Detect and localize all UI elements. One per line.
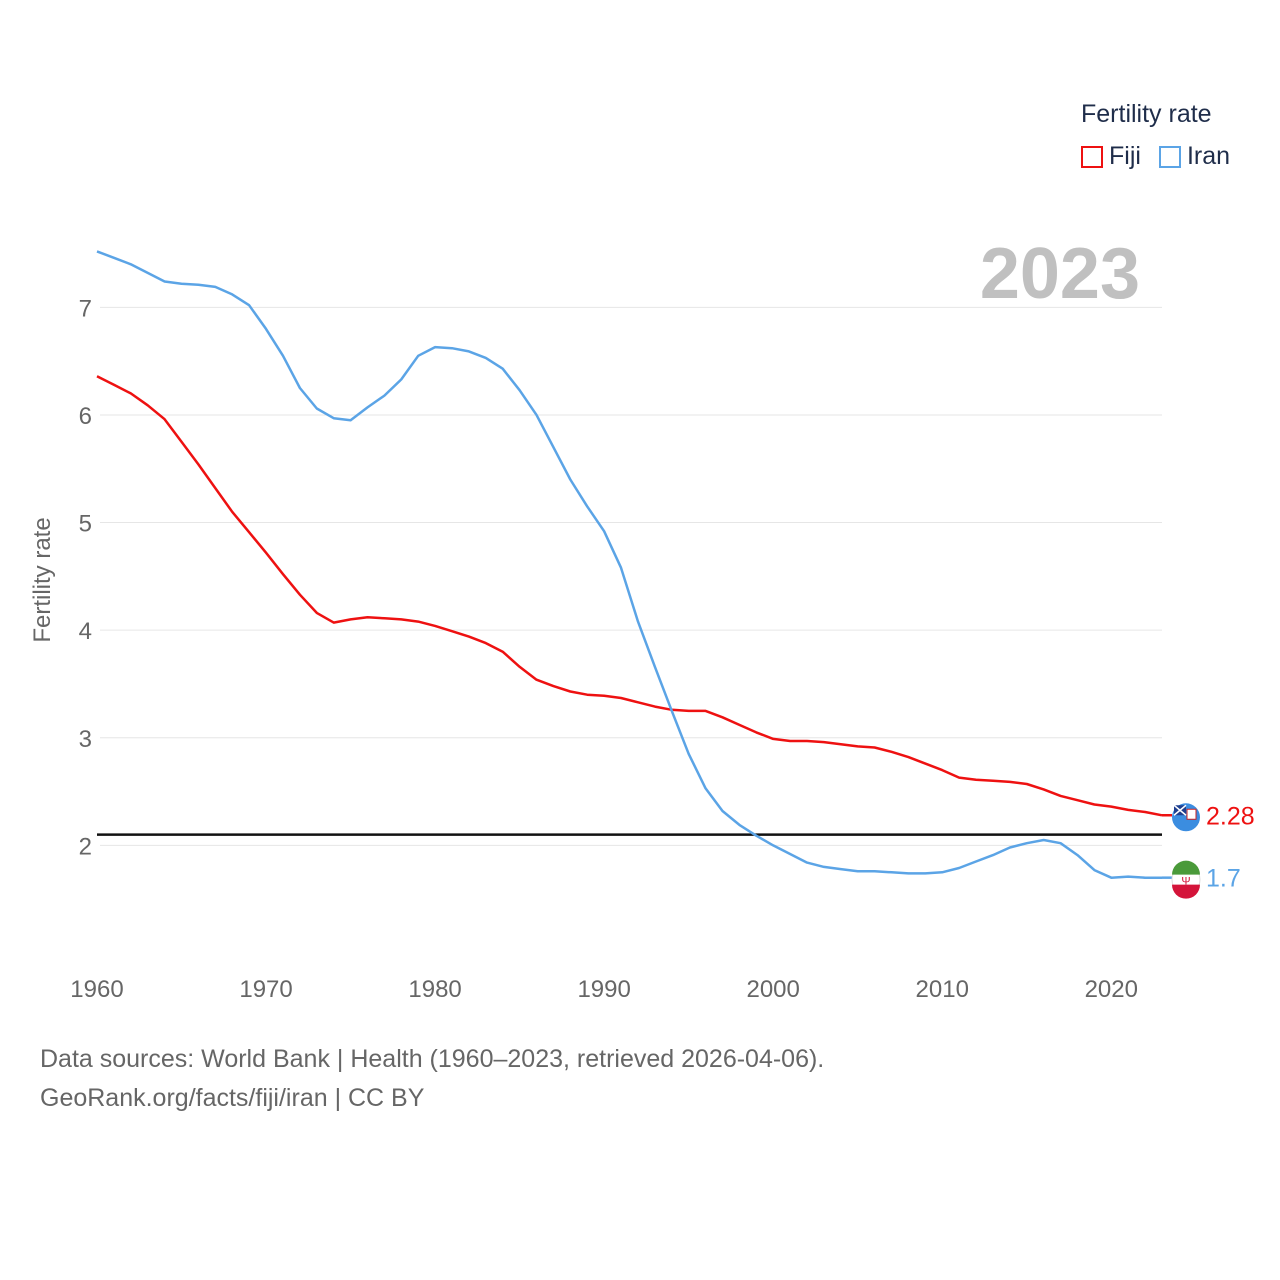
end-value-label-fiji: 2.28 <box>1206 802 1255 830</box>
end-value-label-iran: 1.7 <box>1206 865 1241 893</box>
legend-swatch-fiji <box>1081 145 1103 168</box>
legend: Fiji Iran <box>1081 142 1248 171</box>
fiji-flag-shield <box>1186 808 1197 820</box>
y-tick-label: 3 <box>79 726 92 753</box>
x-tick-label: 1970 <box>239 976 292 1003</box>
fiji-flag-cross <box>1173 804 1187 816</box>
y-tick-label: 2 <box>79 833 92 860</box>
legend-item-fiji[interactable]: Fiji <box>1081 142 1141 171</box>
iran-flag-green-band <box>1172 860 1200 875</box>
series-line-fiji <box>96 375 1163 817</box>
x-tick-label: 2010 <box>916 976 969 1003</box>
y-tick-label: 4 <box>79 618 92 645</box>
footer-credit: GeoRank.org/facts/fiji/iran | CC BY <box>40 1084 425 1112</box>
legend-label-fiji: Fiji <box>1109 142 1141 170</box>
x-tick-label: 1980 <box>408 976 461 1003</box>
footer-sources: Data sources: World Bank | Health (1960–… <box>40 1045 825 1073</box>
x-tick-label: 1960 <box>70 976 123 1003</box>
current-year-label: 2023 <box>980 234 1140 314</box>
y-tick-label: 7 <box>79 295 92 322</box>
gridlines <box>100 306 1162 846</box>
legend-item-iran[interactable]: Iran <box>1158 142 1231 171</box>
axes: 2 3 4 5 6 7 1960 1970 1980 1990 2000 2010 2020 <box>70 295 1138 1003</box>
iran-flag-emblem: Ψ <box>1181 876 1190 888</box>
y-tick-label: 5 <box>79 511 92 538</box>
x-tick-label: 2020 <box>1085 976 1138 1003</box>
end-marker-fiji: 2.28 <box>1162 802 1255 832</box>
end-marker-iran: Ψ 1.7 <box>1162 860 1241 899</box>
iran-flag-red-band <box>1172 884 1200 899</box>
x-tick-label: 2000 <box>746 976 799 1003</box>
legend-label-iran: Iran <box>1186 142 1231 170</box>
series-line-iran <box>96 250 1162 879</box>
end-markers: 2.28 Ψ 1.7 <box>1162 802 1255 899</box>
series-lines <box>96 250 1163 879</box>
legend-title: Fertility rate <box>1081 100 1212 128</box>
x-tick-label: 1990 <box>577 976 630 1003</box>
y-tick-label: 6 <box>79 403 92 430</box>
legend-swatch-iran <box>1158 145 1181 168</box>
y-axis-title: Fertility rate <box>29 517 56 642</box>
